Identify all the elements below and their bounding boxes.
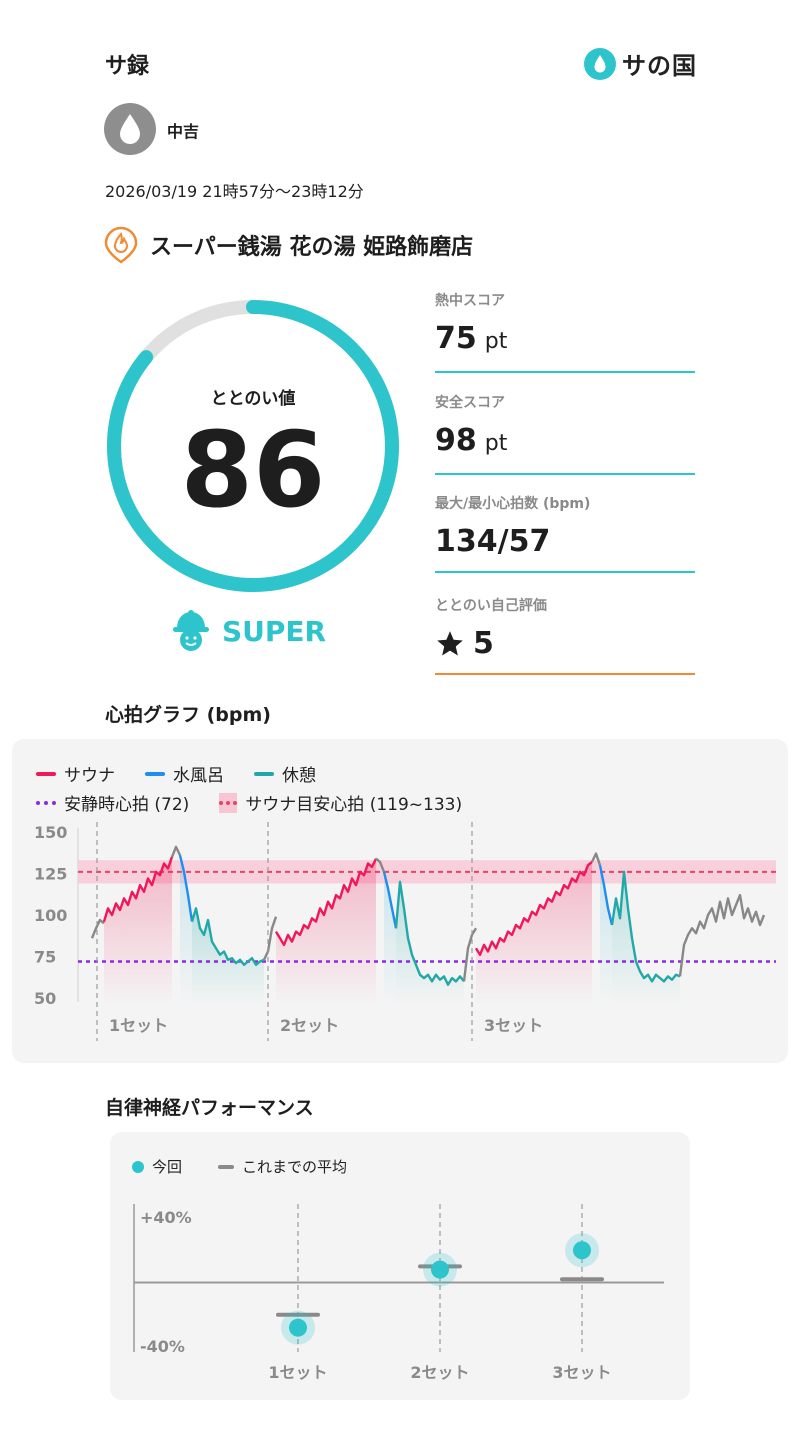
line-sauna [474, 860, 593, 956]
line-other [462, 927, 478, 982]
star-icon [437, 631, 463, 656]
legend-swatch-resting [36, 800, 56, 805]
autonomic-legend: 今回 これまでの平均 [132, 1156, 347, 1177]
y-tick-label: 75 [34, 948, 56, 967]
session-datetime: 2026/03/19 21時57分〜23時12分 [105, 182, 364, 201]
gauge-progress [107, 300, 399, 592]
area-sauna [476, 861, 592, 1006]
current-point [289, 1318, 307, 1337]
current-point [573, 1241, 591, 1260]
line-other [678, 893, 766, 977]
legend-swatch-average [218, 1164, 235, 1169]
stat-heart-rate-range: 最大/最小心拍数 (bpm) 134/57 [435, 493, 695, 573]
line-cold-bath [382, 871, 398, 929]
line-other [90, 918, 105, 939]
line-rest [190, 907, 265, 966]
legend-resting-hr: 安静時心拍 (72) [64, 795, 190, 815]
legend-average: これまでの平均 [242, 1158, 348, 1176]
set-label: 2セット [280, 1016, 339, 1035]
area-sauna [276, 858, 376, 1006]
legend-current: 今回 [152, 1158, 183, 1176]
area-cold-bath [600, 865, 612, 1006]
totonoi-gauge [107, 300, 399, 592]
stat-self-rating: ととのい自己評価 5 [435, 595, 695, 675]
set-label: 2セット [410, 1363, 469, 1382]
line-sauna [274, 858, 378, 947]
stat-label: 安全スコア [435, 395, 505, 411]
brand-name: サの国 [622, 52, 697, 80]
legend-swatch-current [132, 1160, 144, 1173]
legend-target-zone: サウナ目安心拍 (119~133) [245, 795, 463, 815]
legend-swatch-target [219, 792, 238, 813]
heart-rate-legend: サウナ 水風呂 休憩 安静時心拍 (72) サウナ目安心拍 (119~133) [36, 761, 462, 815]
line-other [375, 857, 386, 873]
autonomic-chart: +40% -40% 1セット 2セット 3セット [133, 1204, 664, 1382]
stat-label: 最大/最小心拍数 (bpm) [435, 496, 591, 512]
area-cold-bath [384, 871, 396, 1006]
sauna-hat-icon [173, 610, 209, 651]
stat-unit: pt [484, 329, 508, 354]
totonoi-label: ととのい値 [210, 389, 296, 409]
totonoi-value: 86 [180, 409, 326, 531]
facility-name: スーパー銭湯 花の湯 姫路飾磨店 [150, 235, 474, 260]
avatar[interactable] [104, 103, 156, 155]
area-cold-bath [180, 855, 192, 1006]
stat-value: 75 [435, 321, 477, 356]
legend-rest: 休憩 [282, 766, 316, 786]
legend-swatch-sauna [36, 771, 56, 776]
area-rest [612, 871, 680, 1006]
app-title: サ録 [105, 54, 150, 79]
area-sauna [104, 856, 172, 1006]
legend-swatch-rest [254, 771, 274, 776]
rank-badge: SUPER [172, 610, 326, 652]
facility[interactable]: スーパー銭湯 花の湯 姫路飾磨店 [104, 226, 473, 264]
flame-pin-icon [104, 226, 138, 264]
stat-label: ととのい自己評価 [435, 598, 547, 614]
line-rest [394, 880, 465, 986]
set-label: 3セット [484, 1016, 543, 1035]
set-label: 3セット [552, 1363, 611, 1382]
line-sauna [102, 856, 174, 922]
line-cold-bath [178, 854, 194, 922]
y-tick-label: 125 [34, 865, 67, 884]
y-tick-label: 100 [34, 906, 67, 925]
heart-rate-card: サウナ 水風呂 休憩 安静時心拍 (72) サウナ目安心拍 (119~133) … [12, 739, 788, 1063]
y-tick-label: 50 [34, 989, 56, 1008]
legend-cold-bath: 水風呂 [173, 766, 224, 786]
stat-unit: pt [484, 431, 508, 456]
heart-rate-chart: 150 125 100 75 50 1セット 2セット 3セット [34, 822, 776, 1041]
legend-sauna: サウナ [64, 766, 115, 786]
autonomic-card: 今回 これまでの平均 +40% -40% 1セット 2セット 3セット [110, 1132, 690, 1400]
y-tick-label: 150 [34, 823, 67, 842]
current-point [431, 1260, 449, 1279]
username[interactable]: 中吉 [167, 122, 200, 141]
stat-value: 134/57 [435, 524, 551, 559]
stat-safety-score: 安全スコア 98 pt [435, 392, 695, 475]
brand-logo[interactable]: サの国 [584, 46, 697, 81]
heart-rate-section-title: 心拍グラフ (bpm) [105, 704, 271, 726]
line-rest [610, 870, 681, 983]
rank-label: SUPER [222, 614, 327, 648]
y-tick-label: -40% [140, 1337, 185, 1356]
set-label: 1セット [109, 1016, 168, 1035]
stat-value: 5 [473, 626, 494, 661]
drop-icon [584, 47, 616, 80]
stat-value: 98 [435, 423, 477, 458]
drop-icon [120, 114, 140, 144]
line-cold-bath [598, 864, 614, 926]
stat-netchu-score: 熱中スコア 75 pt [435, 290, 695, 373]
line-other [590, 852, 602, 866]
line-other [262, 916, 278, 961]
line-other [170, 845, 182, 858]
autonomic-section-title: 自律神経パフォーマンス [105, 1097, 314, 1119]
stat-label: 熱中スコア [435, 293, 505, 309]
area-rest [396, 881, 464, 1006]
y-tick-label: +40% [140, 1208, 192, 1227]
set-label: 1セット [268, 1363, 327, 1382]
legend-swatch-cold-bath [145, 771, 165, 776]
